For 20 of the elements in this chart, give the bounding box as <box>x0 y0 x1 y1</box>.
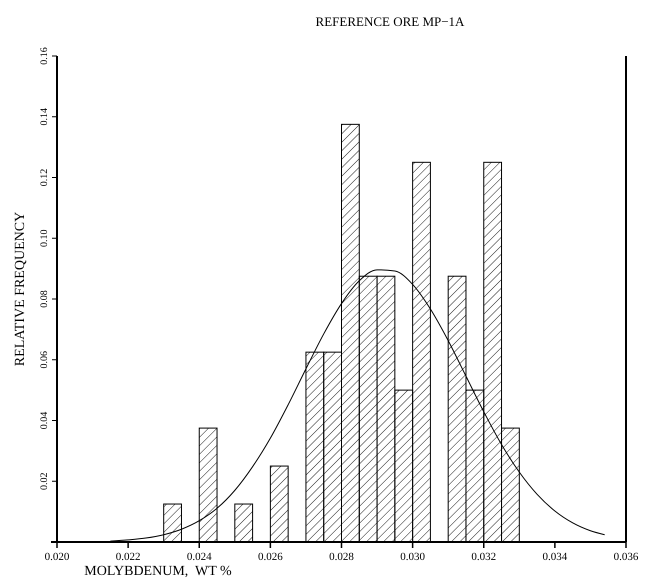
x-tick-label: 0.024 <box>186 551 212 563</box>
y-tick-label: 0.14 <box>39 108 50 126</box>
x-tick-label: 0.020 <box>44 551 70 563</box>
x-tick-label: 0.030 <box>400 551 426 563</box>
y-tick-label: 0.16 <box>39 47 50 65</box>
y-tick-label: 0.10 <box>39 230 50 247</box>
chart-title: REFERENCE ORE MP−1A <box>316 14 466 29</box>
y-tick-label: 0.04 <box>39 412 50 430</box>
x-axis-title: MOLYBDENUM, WT % <box>84 564 232 579</box>
y-tick-label: 0.08 <box>39 290 50 308</box>
y-tick-label: 0.02 <box>39 472 50 490</box>
x-tick-label: 0.022 <box>116 551 140 563</box>
x-tick-label: 0.032 <box>471 551 496 563</box>
y-axis-title: RELATIVE FREQUENCY <box>13 212 28 366</box>
y-tick-label: 0.06 <box>39 351 50 368</box>
x-tick-label: 0.034 <box>542 551 568 563</box>
x-tick-label: 0.026 <box>258 551 284 563</box>
x-tick-label: 0.036 <box>614 551 639 563</box>
y-tick-label: 0.12 <box>39 168 50 186</box>
x-tick-label: 0.028 <box>329 551 354 563</box>
